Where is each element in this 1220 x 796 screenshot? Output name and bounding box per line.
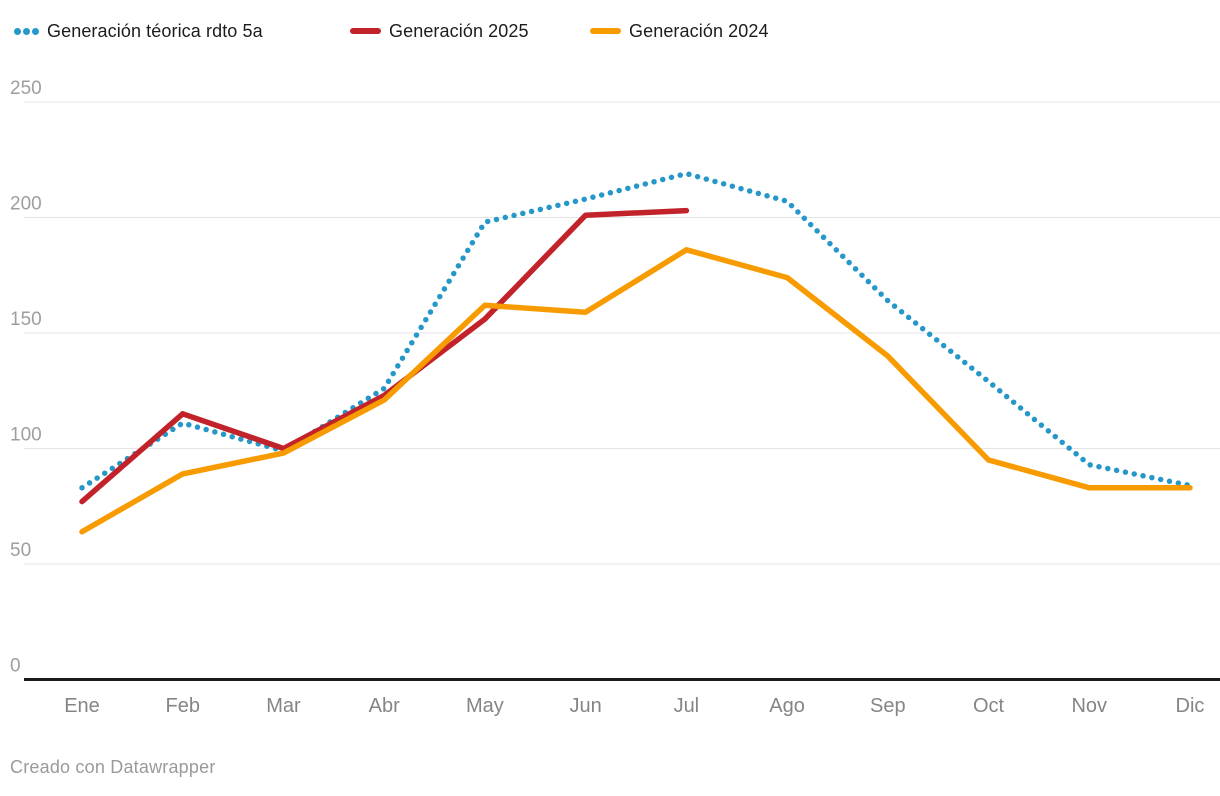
legend-item-2025: Generación 2025: [350, 19, 529, 43]
attribution-text: Creado con Datawrapper: [10, 757, 216, 777]
dotted-line-swatch-icon: [14, 27, 39, 35]
legend-label: Generación 2025: [389, 20, 529, 41]
legend-item-2024: Generación 2024: [590, 19, 769, 43]
y-tick-label: 250: [10, 78, 42, 99]
x-tick-label: Mar: [266, 695, 301, 717]
x-tick-label: Ago: [769, 695, 805, 717]
x-tick-label: Ene: [64, 695, 100, 717]
x-tick-label: Dic: [1176, 695, 1205, 717]
y-tick-label: 100: [10, 425, 42, 446]
legend-item-teorica: Generación téorica rdto 5a: [14, 19, 263, 43]
legend-label: Generación téorica rdto 5a: [47, 20, 263, 41]
y-tick-label: 50: [10, 540, 31, 561]
legend-label: Generación 2024: [629, 20, 769, 41]
x-tick-label: May: [466, 695, 504, 717]
series-line-0: [79, 170, 1193, 491]
solid-line-swatch-icon: [590, 28, 621, 34]
x-tick-label: Sep: [870, 695, 906, 717]
solid-line-swatch-icon: [350, 28, 381, 34]
x-tick-label: Feb: [165, 695, 199, 717]
x-tick-label: Nov: [1071, 695, 1107, 717]
x-tick-label: Abr: [369, 695, 400, 717]
line-chart: 0 50 100 150 200 250 Ene Feb Mar Abr May Jun Jul Ago S…: [10, 78, 1220, 717]
y-tick-label: 0: [10, 656, 21, 677]
x-tick-label: Jul: [674, 695, 700, 717]
y-tick-label: 150: [10, 309, 42, 330]
y-tick-label: 200: [10, 194, 42, 215]
x-tick-label: Oct: [973, 695, 1005, 717]
series-line-1: [79, 207, 690, 505]
x-tick-label: Jun: [570, 695, 602, 717]
series-line-2: [79, 247, 1193, 535]
